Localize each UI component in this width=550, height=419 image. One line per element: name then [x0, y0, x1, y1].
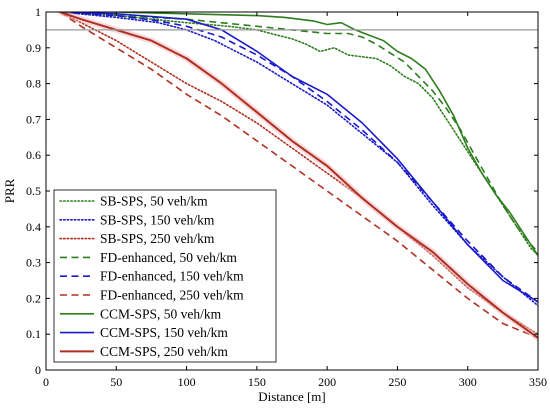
y-tick-label: 0.2 — [26, 291, 41, 305]
legend-entry: FD-enhanced, 250 veh/km — [60, 288, 244, 303]
y-tick-label: 0.3 — [26, 256, 41, 270]
y-tick-label: 0.7 — [26, 112, 41, 126]
y-tick-label: 0 — [35, 363, 41, 377]
axis-layer: 0 50 100 150 200 250 300 350 0 0.1 0.2 0.3 0.4 0.5 0.6… — [26, 5, 547, 389]
series-line-5 — [60, 12, 538, 303]
legend-label: SB-SPS, 250 veh/km — [100, 231, 215, 246]
series-line-2 — [59, 12, 538, 307]
legend-label: SB-SPS, 150 veh/km — [100, 212, 215, 227]
legend-label: SB-SPS, 50 veh/km — [100, 194, 208, 209]
legend-entry: FD-enhanced, 50 veh/km — [60, 250, 237, 265]
legend-entry: SB-SPS, 250 veh/km — [59, 231, 215, 246]
y-tick-label: 0.4 — [26, 220, 41, 234]
legend-entry: CCM-SPS, 50 veh/km — [60, 306, 222, 321]
y-tick-label: 0.8 — [26, 77, 41, 91]
legend-label: FD-enhanced, 250 veh/km — [100, 288, 244, 303]
legend-label: CCM-SPS, 250 veh/km — [100, 344, 228, 359]
legend-entry: FD-enhanced, 150 veh/km — [60, 269, 244, 284]
y-tick-label: 0.9 — [26, 41, 41, 55]
x-tick-label: 100 — [178, 375, 196, 389]
x-tick-label: 200 — [318, 375, 336, 389]
legend-entry: CCM-SPS, 250 veh/km — [60, 344, 228, 359]
legend-label: CCM-SPS, 50 veh/km — [100, 306, 222, 321]
legend-entry: SB-SPS, 50 veh/km — [59, 194, 208, 209]
x-tick-label: 300 — [459, 375, 477, 389]
series-line-6 — [59, 12, 538, 339]
x-tick-label: 0 — [43, 375, 49, 389]
x-tick-label: 50 — [110, 375, 122, 389]
series-line-8 — [60, 12, 538, 303]
x-tick-label: 150 — [248, 375, 266, 389]
y-tick-label: 0.1 — [26, 327, 41, 341]
legend-label: FD-enhanced, 50 veh/km — [100, 250, 237, 265]
y-axis-label: PRR — [2, 178, 17, 203]
x-axis-label: Distance [m] — [258, 389, 326, 404]
series-layer — [57, 12, 538, 341]
legend-label: CCM-SPS, 150 veh/km — [100, 325, 228, 340]
y-tick-label: 0.6 — [26, 148, 41, 162]
series-line-9 — [59, 12, 538, 339]
legend-entry: SB-SPS, 150 veh/km — [59, 212, 215, 227]
series-line-7 — [60, 12, 538, 256]
legend-entry: CCM-SPS, 150 veh/km — [60, 325, 228, 340]
y-tick-label: 0.5 — [26, 184, 41, 198]
legend: SB-SPS, 50 veh/km SB-SPS, 150 veh/km SB-SP… — [53, 189, 277, 363]
x-tick-label: 350 — [529, 375, 547, 389]
legend-label: FD-enhanced, 150 veh/km — [100, 269, 244, 284]
y-tick-label: 1 — [35, 5, 41, 19]
x-tick-label: 250 — [388, 375, 406, 389]
